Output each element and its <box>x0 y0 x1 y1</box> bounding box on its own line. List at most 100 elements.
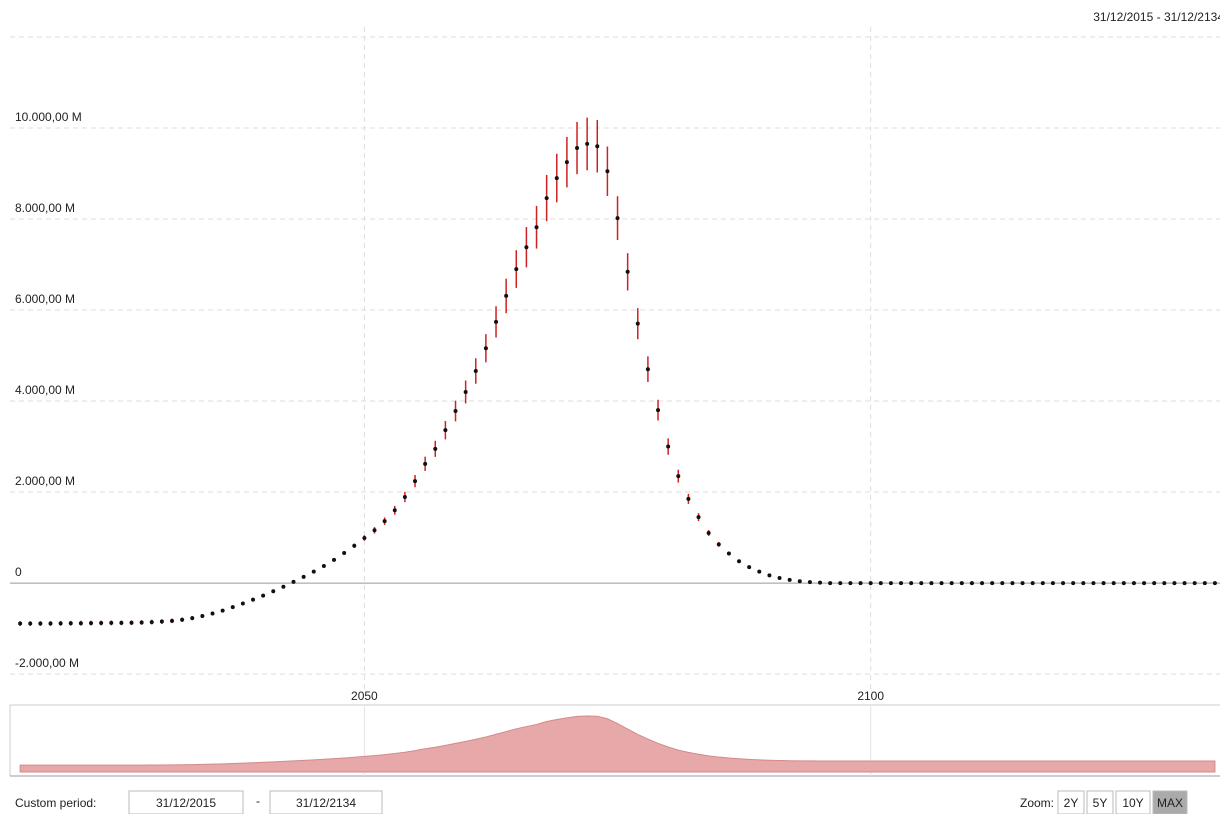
data-point <box>392 508 397 513</box>
data-point <box>969 581 974 586</box>
zoom-button[interactable] <box>1057 790 1085 814</box>
data-point <box>777 576 782 581</box>
data-point <box>959 581 964 586</box>
data-point <box>504 293 509 298</box>
data-point <box>483 346 488 351</box>
data-point <box>747 565 752 570</box>
data-point <box>251 597 256 602</box>
data-point <box>190 616 195 621</box>
data-point <box>696 515 701 520</box>
data-point <box>433 446 438 451</box>
date-from[interactable]: 31/12/2015 <box>156 796 216 810</box>
data-point <box>919 581 924 586</box>
data-point <box>321 563 326 568</box>
data-point <box>595 144 600 149</box>
data-point <box>1212 581 1217 586</box>
data-point <box>1152 581 1157 586</box>
data-point <box>990 581 995 586</box>
x-tick-label: 2050 <box>351 689 378 703</box>
data-point <box>1071 581 1076 586</box>
zoom-button[interactable] <box>1115 790 1151 814</box>
data-point <box>534 225 539 230</box>
data-point <box>38 621 43 626</box>
date-separator: - <box>256 794 260 808</box>
data-point <box>1121 581 1126 586</box>
data-point <box>1192 581 1197 586</box>
data-point <box>230 605 235 610</box>
data-point <box>625 269 630 274</box>
data-point <box>858 581 863 586</box>
y-tick-label: 8.000,00 M <box>15 201 75 215</box>
data-point <box>878 581 883 586</box>
data-point <box>68 621 73 626</box>
data-point <box>291 579 296 584</box>
data-point <box>342 551 347 556</box>
data-point <box>362 536 367 541</box>
data-point <box>1061 581 1066 586</box>
data-point <box>888 581 893 586</box>
data-point <box>109 620 114 625</box>
data-point <box>301 574 306 579</box>
data-point <box>453 409 458 414</box>
data-point <box>1172 581 1177 586</box>
data-point <box>737 559 742 564</box>
data-point <box>402 495 407 500</box>
data-point <box>372 528 377 533</box>
data-point <box>544 196 549 201</box>
data-point <box>838 581 843 586</box>
data-point <box>1000 581 1005 586</box>
data-point <box>615 216 620 221</box>
data-point <box>311 569 316 574</box>
data-point <box>554 176 559 181</box>
data-point <box>1131 581 1136 586</box>
data-point <box>939 581 944 586</box>
data-point <box>58 621 63 626</box>
date-to[interactable]: 31/12/2134 <box>296 796 356 810</box>
data-point <box>352 543 357 548</box>
y-tick-label: -2.000,00 M <box>15 656 79 670</box>
zoom-button-label[interactable]: MAX <box>1157 796 1183 810</box>
y-tick-label: 6.000,00 M <box>15 292 75 306</box>
date-to-input[interactable] <box>269 790 383 814</box>
zoom-label: Zoom: <box>1020 796 1054 810</box>
date-from-input[interactable] <box>128 790 244 814</box>
range-label: 31/12/2015 - 31/12/2134 <box>1093 10 1220 24</box>
data-point <box>170 618 175 623</box>
data-point <box>666 444 671 449</box>
y-tick-label: 4.000,00 M <box>15 383 75 397</box>
data-point <box>1101 581 1106 586</box>
data-point <box>980 581 985 586</box>
zoom-button[interactable] <box>1086 790 1114 814</box>
data-point <box>463 389 468 394</box>
y-tick-label: 10.000,00 M <box>15 110 82 124</box>
data-point <box>575 146 580 151</box>
data-point <box>494 319 499 324</box>
zoom-button[interactable] <box>1152 790 1188 814</box>
data-point <box>1081 581 1086 586</box>
zoom-button-label[interactable]: 5Y <box>1093 796 1108 810</box>
data-point <box>686 496 691 501</box>
data-point <box>423 461 428 466</box>
data-point <box>18 621 23 626</box>
data-point <box>676 474 681 479</box>
data-point <box>28 621 33 626</box>
data-point <box>848 581 853 586</box>
data-point <box>1182 581 1187 586</box>
data-point <box>89 621 94 626</box>
custom-period-label: Custom period: <box>15 796 96 810</box>
data-point <box>261 593 266 598</box>
zoom-button-label[interactable]: 2Y <box>1064 796 1079 810</box>
data-point <box>443 428 448 433</box>
data-point <box>797 579 802 584</box>
data-point <box>1040 581 1045 586</box>
data-point <box>413 479 418 484</box>
data-point <box>99 621 104 626</box>
zoom-button-label[interactable]: 10Y <box>1122 796 1143 810</box>
data-point <box>119 620 124 625</box>
data-point <box>757 569 762 574</box>
data-point <box>1030 581 1035 586</box>
data-point <box>210 611 215 616</box>
data-point <box>949 581 954 586</box>
